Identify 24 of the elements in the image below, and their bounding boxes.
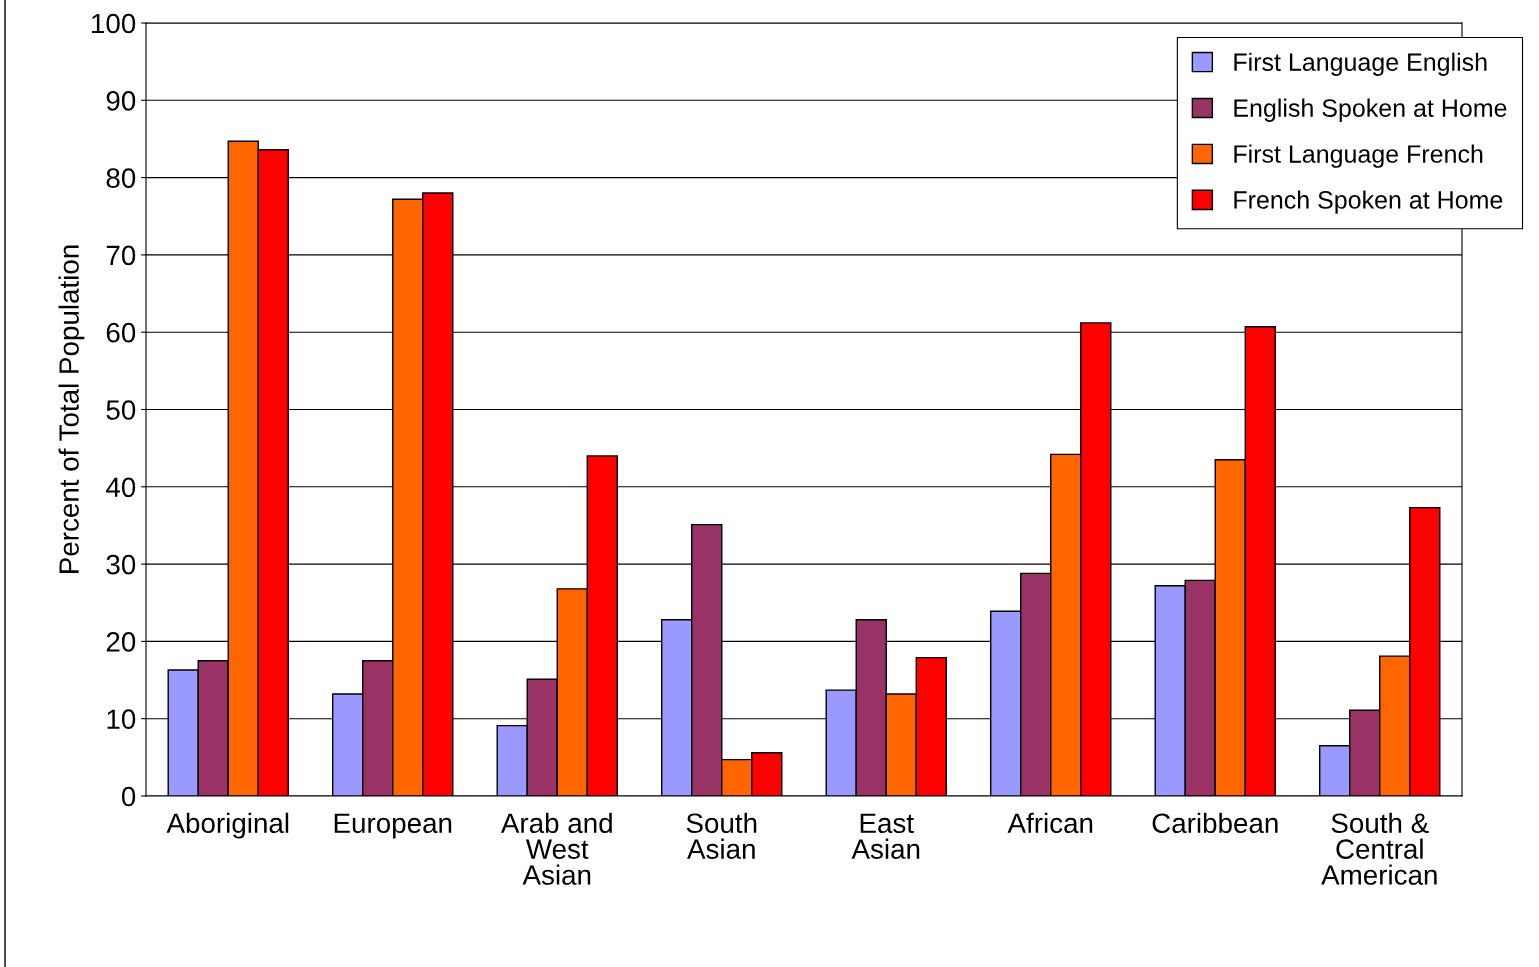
- y-tick-label: 100: [92, 13, 136, 34]
- y-tick-label: 80: [106, 168, 136, 188]
- y-tick-label: 30: [106, 554, 136, 575]
- y-tick-label: 40: [106, 477, 136, 498]
- y-tick-label: 0: [121, 786, 136, 807]
- y-tick-label: 50: [106, 400, 136, 420]
- legend-label: First Language English: [1234, 52, 1487, 76]
- x-tick-label: European: [334, 813, 452, 839]
- x-tick-label: Caribbean: [1152, 812, 1278, 834]
- legend-label: First Language French: [1234, 144, 1483, 168]
- x-tick-label: Aboriginal: [166, 812, 289, 839]
- x-tick-label: Arab and West Asian: [500, 812, 612, 885]
- y-tick-label: 60: [106, 322, 136, 343]
- y-tick-label: 10: [107, 709, 136, 730]
- x-tick-label: East Asian: [851, 813, 920, 859]
- x-tick-label: South Asian: [686, 812, 757, 859]
- y-tick-label: 70: [106, 245, 136, 266]
- legend-label: English Spoken at Home: [1234, 98, 1507, 122]
- x-tick-label: African: [1007, 812, 1093, 834]
- x-tick-label: South & Central American: [1321, 812, 1437, 885]
- y-tick-label: 20: [106, 632, 136, 652]
- y-tick-label: 90: [106, 90, 136, 111]
- y-axis-title: Percent of Total Population: [58, 245, 85, 573]
- legend-label: French Spoken at Home: [1234, 190, 1503, 214]
